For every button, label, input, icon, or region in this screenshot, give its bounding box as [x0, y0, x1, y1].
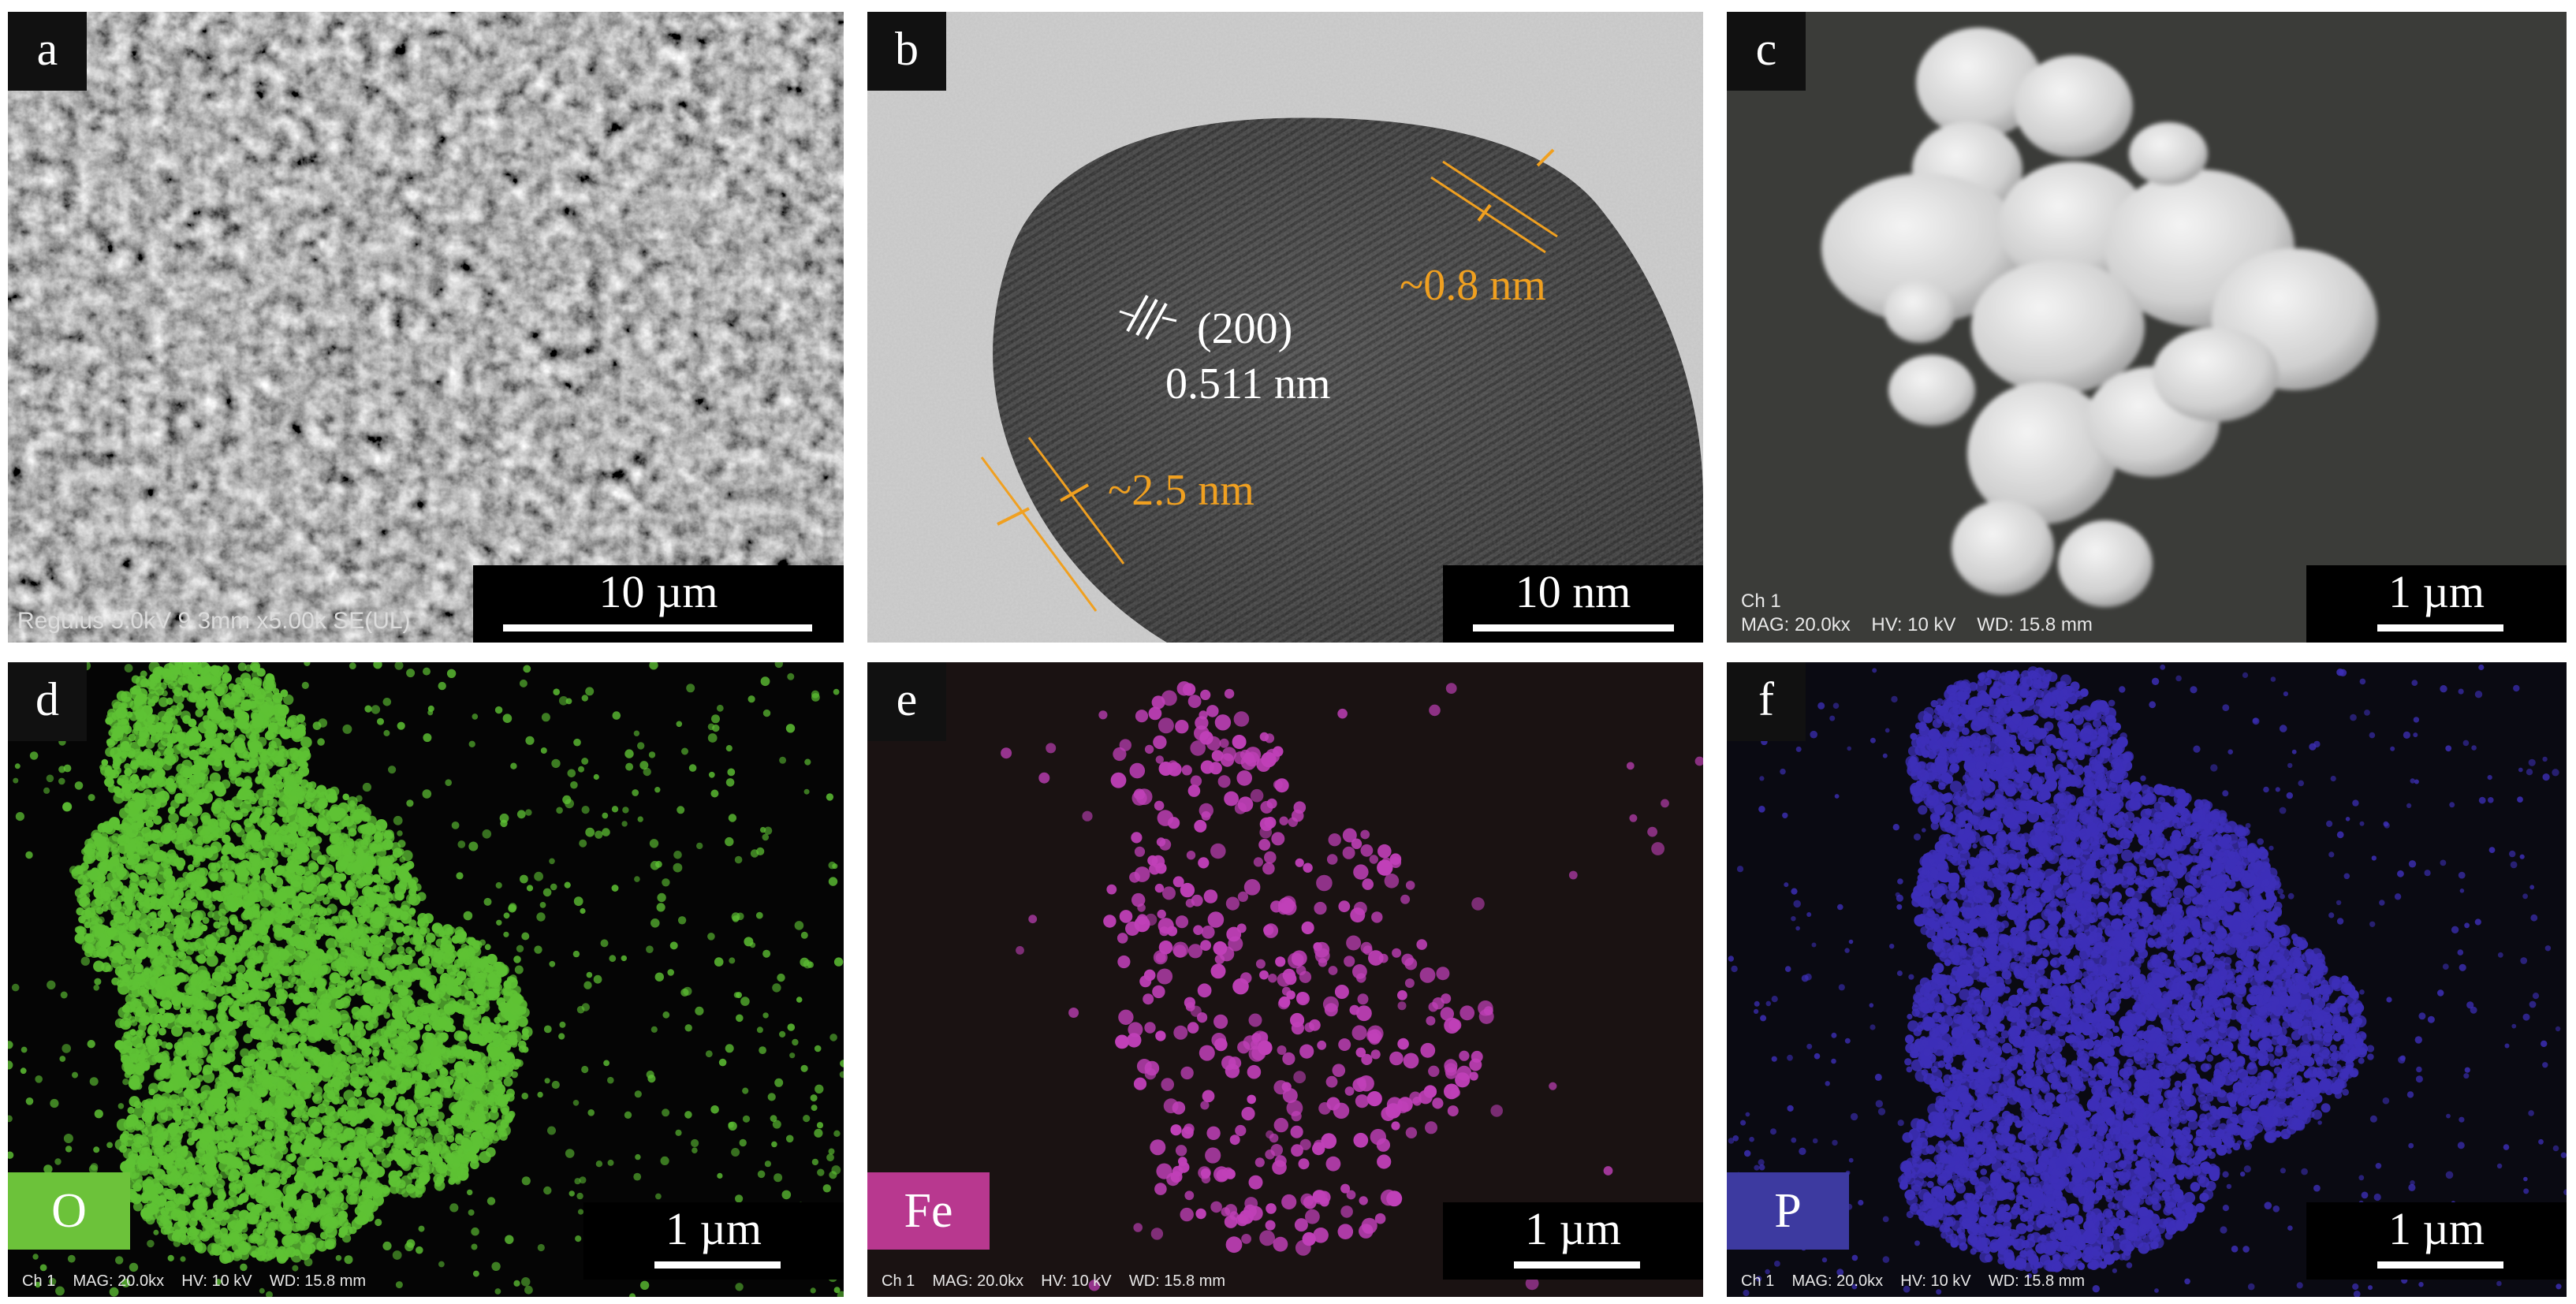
scale-bar	[2377, 624, 2503, 632]
scale-bar-label: 10 µm	[598, 566, 718, 617]
panel-c-sem: c Ch 1 MAG: 20.0kx HV: 10 kV WD: 15.8 mm…	[1727, 12, 2567, 643]
sem-metadata: Regulus 5.0kV 9.3mm x5.00k SE(UL)	[17, 608, 411, 634]
sem-metadata: MAG: 20.0kx HV: 10 kV WD: 15.8 mm	[1741, 614, 2093, 635]
element-badge-p: P	[1727, 1172, 1849, 1250]
panel-f-phosphorus-map: f P Ch 1 MAG: 20.0kx HV: 10 kV WD: 15.8 …	[1727, 662, 2567, 1297]
panel-label: c	[1727, 12, 1806, 91]
tem-image	[867, 12, 1703, 643]
panel-e-iron-map: e Fe Ch 1 MAG: 20.0kx HV: 10 kV WD: 15.8…	[867, 662, 1703, 1297]
sem-metadata: Ch 1 MAG: 20.0kx HV: 10 kV WD: 15.8 mm	[22, 1272, 367, 1290]
phosphorus-element-map	[1728, 664, 2567, 1297]
panel-label: d	[8, 662, 87, 741]
scale-bar	[2377, 1261, 2503, 1269]
lattice-spacing-label: 0.511 nm	[1165, 360, 1331, 408]
scale-bar-label: 1 µm	[1524, 1203, 1622, 1254]
panel-label: e	[867, 662, 946, 741]
panel-label: b	[867, 12, 946, 91]
scale-bar-box: 10 µm	[473, 565, 844, 643]
scale-bar	[654, 1261, 781, 1269]
panel-label: a	[8, 12, 87, 91]
iron-element-map	[908, 681, 1703, 1291]
particle-cluster	[1727, 12, 2567, 643]
scale-bar	[503, 624, 812, 632]
scale-bar-box: 1 µm	[2306, 1202, 2567, 1280]
scale-bar	[1473, 624, 1674, 632]
shell-thickness-label-thick: ~2.5 nm	[1108, 466, 1254, 515]
scale-bar-label: 1 µm	[2388, 566, 2485, 617]
scale-bar-box: 1 µm	[1443, 1202, 1703, 1280]
lattice-plane-label: (200)	[1197, 304, 1293, 353]
oxygen-element-map	[8, 662, 844, 1297]
scale-bar-box: 10 nm	[1443, 565, 1703, 643]
panel-a-sem: a Regulus 5.0kV 9.3mm x5.00k SE(UL) 10 µ…	[8, 12, 844, 643]
scale-bar-box: 1 µm	[2306, 565, 2567, 643]
scale-bar-box: 1 µm	[583, 1202, 844, 1280]
shell-thickness-label-thin: ~0.8 nm	[1400, 261, 1546, 310]
panel-label: f	[1727, 662, 1806, 741]
sem-metadata: Ch 1 MAG: 20.0kx HV: 10 kV WD: 15.8 mm	[1741, 1272, 2086, 1290]
scale-bar-label: 1 µm	[2388, 1203, 2485, 1254]
panel-b-tem: b (200) 0.511 nm ~2.5 nm ~0.8 nm 10 nm	[867, 12, 1703, 643]
element-badge-o: O	[8, 1172, 130, 1250]
scale-bar	[1514, 1261, 1640, 1269]
sem-channel: Ch 1	[1741, 591, 1781, 612]
panel-d-oxygen-map: d O Ch 1 MAG: 20.0kx HV: 10 kV WD: 15.8 …	[8, 662, 844, 1297]
element-badge-fe: Fe	[867, 1172, 990, 1250]
scale-bar-label: 1 µm	[665, 1203, 762, 1254]
scale-bar-label: 10 nm	[1515, 566, 1631, 617]
sem-metadata: Ch 1 MAG: 20.0kx HV: 10 kV WD: 15.8 mm	[882, 1272, 1226, 1290]
sem-texture	[8, 12, 844, 643]
